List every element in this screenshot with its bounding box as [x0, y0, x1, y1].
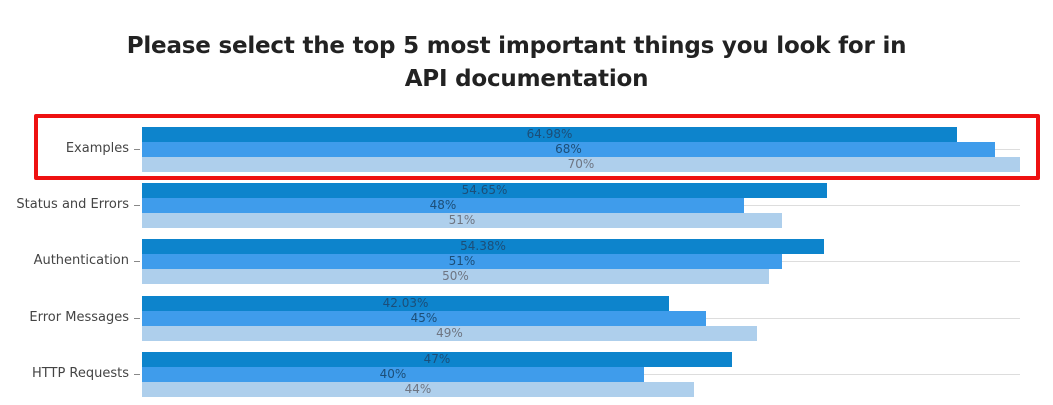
chart-title: Please select the top 5 most important t… — [0, 30, 1053, 96]
bar-series-2[interactable]: 45% — [142, 311, 706, 326]
category-label: Authentication — [33, 253, 129, 268]
axis-tick — [134, 374, 140, 375]
data-label: 51% — [448, 254, 476, 268]
data-label: 70% — [567, 157, 595, 171]
data-label: 44% — [404, 382, 432, 396]
data-label: 64.98% — [526, 127, 573, 141]
data-label: 54.65% — [461, 183, 508, 197]
bar-series-1[interactable]: 54.65% — [142, 183, 827, 198]
axis-tick — [134, 318, 140, 319]
data-label: 40% — [379, 367, 407, 381]
bar-series-2[interactable]: 68% — [142, 142, 995, 157]
category-group: Error Messages 42.03% 45% 49% — [0, 296, 1053, 341]
bar-series-2[interactable]: 51% — [142, 254, 782, 269]
chart-title-line-1: Please select the top 5 most important t… — [126, 33, 907, 59]
category-label: HTTP Requests — [32, 366, 129, 381]
axis-tick — [134, 205, 140, 206]
category-group: Examples 64.98% 68% 70% — [0, 127, 1053, 172]
data-label: 51% — [448, 213, 476, 227]
category-label: Examples — [65, 141, 129, 156]
category-group: Status and Errors 54.65% 48% 51% — [0, 183, 1053, 228]
data-label: 48% — [429, 198, 457, 212]
bar-series-3[interactable]: 51% — [142, 213, 782, 228]
highlight-box-examples — [34, 114, 1040, 180]
bar-series-1[interactable]: 54.38% — [142, 239, 824, 254]
bar-series-3[interactable]: 49% — [142, 326, 757, 341]
axis-tick — [134, 149, 140, 150]
category-group: Authentication 54.38% 51% 50% — [0, 239, 1053, 284]
bar-series-1[interactable]: 64.98% — [142, 127, 957, 142]
data-label: 50% — [442, 269, 469, 283]
category-label: Status and Errors — [16, 197, 129, 212]
data-label: 54.38% — [460, 239, 506, 253]
bar-series-3[interactable]: 70% — [142, 157, 1020, 172]
category-label: Error Messages — [29, 310, 129, 325]
bar-series-2[interactable]: 48% — [142, 198, 744, 213]
category-group: HTTP Requests 47% 40% 44% — [0, 352, 1053, 397]
data-label: 42.03% — [382, 296, 429, 310]
data-label: 45% — [410, 311, 438, 325]
bar-series-1[interactable]: 42.03% — [142, 296, 669, 311]
bar-series-2[interactable]: 40% — [142, 367, 644, 382]
data-label: 47% — [423, 352, 451, 366]
axis-tick — [134, 261, 140, 262]
bar-series-3[interactable]: 44% — [142, 382, 694, 397]
bar-series-3[interactable]: 50% — [142, 269, 769, 284]
data-label: 68% — [555, 142, 582, 156]
chart-title-line-2: API documentation — [404, 66, 649, 92]
bar-series-1[interactable]: 47% — [142, 352, 732, 367]
data-label: 49% — [436, 326, 463, 340]
